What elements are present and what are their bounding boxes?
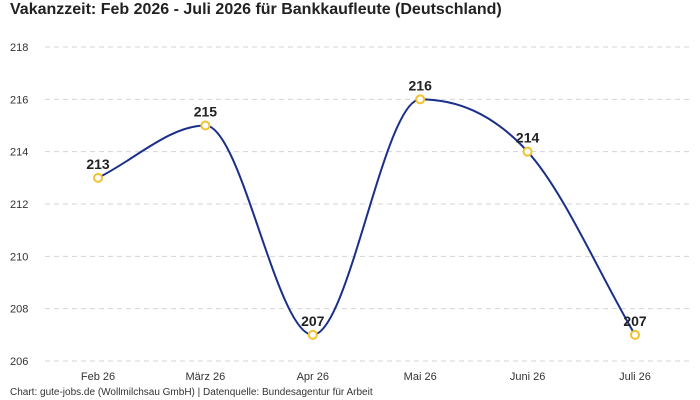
x-tick-label: Juni 26 xyxy=(510,371,545,383)
chart-title: Vakanzzeit: Feb 2026 - Juli 2026 für Ban… xyxy=(10,1,502,18)
grid-layer xyxy=(45,46,692,362)
data-point xyxy=(522,146,533,157)
x-tick-label: März 26 xyxy=(186,371,226,383)
data-label: 214 xyxy=(516,130,540,146)
data-label-layer: 213 215 207 216 214 207 xyxy=(86,77,647,329)
y-tick-label: 214 xyxy=(10,147,28,159)
data-point xyxy=(415,94,426,105)
series-line xyxy=(97,98,636,336)
data-point xyxy=(200,120,211,131)
x-axis-ticks: Feb 26 März 26 Apr 26 Mai 26 Juni 26 Juli 26 xyxy=(81,371,651,383)
data-label: 215 xyxy=(194,104,218,120)
y-axis-ticks: 206 208 210 212 214 216 218 xyxy=(10,42,28,368)
data-point xyxy=(93,172,103,183)
x-tick-label: Feb 26 xyxy=(81,371,115,383)
data-label: 213 xyxy=(86,156,110,172)
x-tick-label: Apr 26 xyxy=(297,371,329,383)
data-label: 207 xyxy=(301,313,325,329)
data-point xyxy=(307,329,318,340)
data-label: 216 xyxy=(409,77,433,93)
x-tick-label: Juli 26 xyxy=(619,371,651,383)
y-tick-label: 206 xyxy=(10,356,28,368)
y-tick-label: 212 xyxy=(10,199,28,211)
y-tick-label: 216 xyxy=(10,94,28,106)
data-label: 207 xyxy=(623,313,647,329)
x-tick-label: Mai 26 xyxy=(404,371,437,383)
marker-layer xyxy=(93,94,640,340)
y-tick-label: 210 xyxy=(10,251,28,263)
series-layer xyxy=(97,98,636,336)
y-tick-label: 218 xyxy=(10,42,28,54)
data-point xyxy=(630,329,640,340)
y-tick-label: 208 xyxy=(10,304,28,316)
source-note: Chart: gute-jobs.de (Wollmilchsau GmbH) … xyxy=(10,387,373,398)
